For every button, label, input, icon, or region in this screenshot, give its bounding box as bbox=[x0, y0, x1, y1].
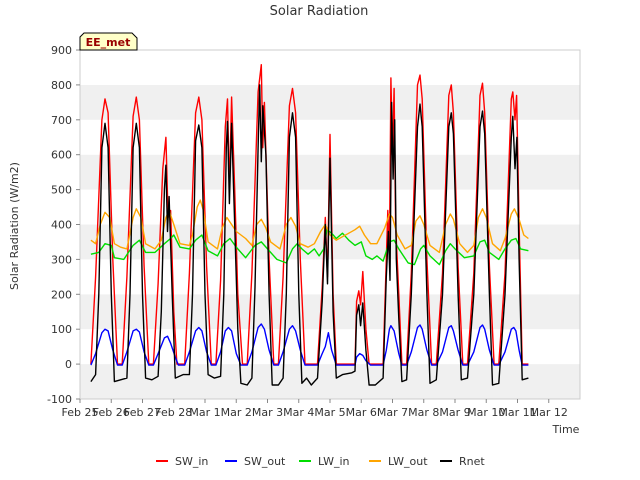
legend-label-rnet: Rnet bbox=[459, 455, 485, 468]
x-tick-label: Mar 10 bbox=[467, 406, 505, 419]
grid-band bbox=[80, 189, 580, 225]
y-tick-label: 0 bbox=[65, 358, 72, 371]
series-lines bbox=[90, 64, 529, 386]
series-line-sw-out bbox=[90, 323, 529, 366]
y-axis-label: Solar Radiation (W/m2) bbox=[8, 162, 21, 290]
x-tick-label: Mar 7 bbox=[377, 406, 408, 419]
x-tick-label: Mar 4 bbox=[283, 406, 314, 419]
chart-title: Solar Radiation bbox=[270, 4, 369, 19]
y-tick-label: -100 bbox=[47, 393, 72, 406]
annotation-box: EE_met bbox=[79, 32, 138, 51]
grid-band bbox=[80, 329, 580, 365]
x-tick-label: Feb 25 bbox=[62, 406, 99, 419]
annotation-box-shape bbox=[79, 32, 138, 51]
x-tick-label: Feb 26 bbox=[93, 406, 130, 419]
y-tick-label: 800 bbox=[51, 79, 72, 92]
series-line-rnet bbox=[90, 84, 529, 386]
grid-band bbox=[80, 50, 580, 85]
y-tick-label: 400 bbox=[51, 219, 72, 232]
x-tick-label: Mar 5 bbox=[314, 406, 345, 419]
y-tick-label: 700 bbox=[51, 114, 72, 127]
x-tick-label: Mar 11 bbox=[498, 406, 536, 419]
y-tick-label: 500 bbox=[51, 184, 72, 197]
x-tick-label: Feb 28 bbox=[155, 406, 192, 419]
x-tick-label: Mar 6 bbox=[346, 406, 377, 419]
grid-band bbox=[80, 294, 580, 330]
grid-band bbox=[80, 364, 580, 399]
legend-label-lw-in: LW_in bbox=[318, 455, 350, 468]
x-tick-label: Mar 2 bbox=[221, 406, 252, 419]
y-tick-label: 100 bbox=[51, 323, 72, 336]
x-tick-label: Mar 9 bbox=[439, 406, 470, 419]
y-tick-label: 900 bbox=[51, 44, 72, 57]
grid-band bbox=[80, 259, 580, 295]
x-tick-label: Mar 3 bbox=[252, 406, 283, 419]
y-axis-ticks: -100 0 100 200 300 400 500 600 700 800 900 bbox=[47, 44, 80, 406]
x-tick-label: Mar 1 bbox=[189, 406, 220, 419]
legend: SW_in SW_out LW_in LW_out Rnet bbox=[156, 455, 485, 468]
legend-label-lw-out: LW_out bbox=[388, 455, 428, 468]
y-tick-label: 200 bbox=[51, 288, 72, 301]
x-axis-label: Time bbox=[552, 423, 580, 436]
x-tick-label: Mar 8 bbox=[408, 406, 439, 419]
y-tick-label: 300 bbox=[51, 253, 72, 266]
y-tick-label: 600 bbox=[51, 149, 72, 162]
x-tick-label: Mar 12 bbox=[530, 406, 568, 419]
legend-label-sw-in: SW_in bbox=[175, 455, 208, 468]
legend-label-sw-out: SW_out bbox=[244, 455, 286, 468]
grid-band bbox=[80, 84, 580, 120]
annotation-text: EE_met bbox=[86, 36, 131, 49]
x-tick-label: Feb 27 bbox=[124, 406, 161, 419]
